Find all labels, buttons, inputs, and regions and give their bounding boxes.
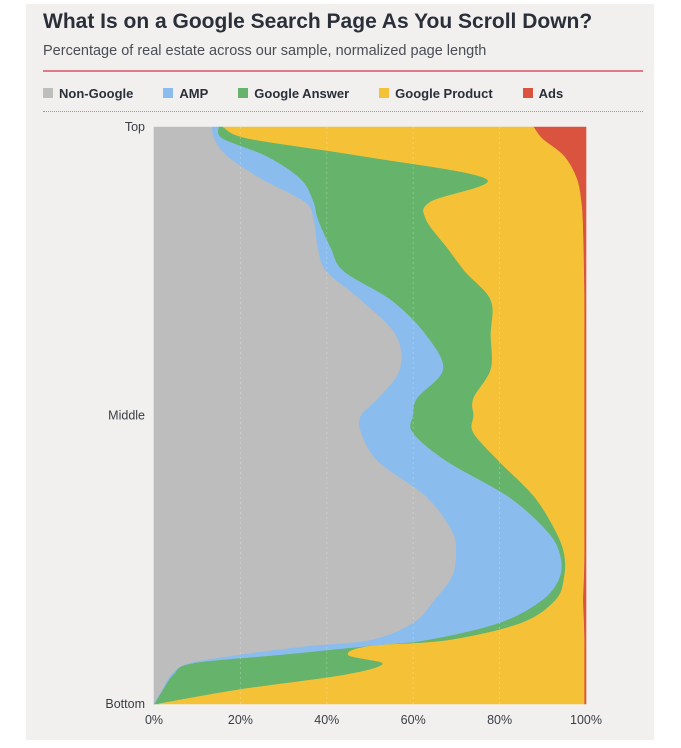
legend-item-non-google: Non-Google — [43, 86, 133, 101]
title-divider — [43, 70, 643, 72]
legend-item-amp: AMP — [163, 86, 208, 101]
legend-item-google-product: Google Product — [379, 86, 493, 101]
legend-label: Ads — [538, 85, 564, 101]
x-tick-label: 60% — [401, 713, 426, 727]
x-tick-label: 80% — [487, 713, 512, 727]
legend-item-ads: Ads — [522, 85, 564, 101]
chart-subtitle: Percentage of real estate across our sam… — [43, 43, 487, 59]
x-tick-label: 0% — [145, 713, 163, 727]
y-tick-label: Bottom — [105, 697, 145, 711]
legend-item-google-answer: Google Answer — [238, 86, 349, 101]
chart-title: What Is on a Google Search Page As You S… — [43, 10, 593, 33]
gridlines — [239, 127, 501, 704]
legend-label: Google Answer — [254, 85, 350, 101]
area-ads — [533, 126, 587, 705]
legend: Non-Google AMP Google Answer Google Product… — [43, 83, 563, 103]
y-tick-label: Middle — [108, 409, 145, 423]
legend-swatch-non-google — [43, 88, 53, 98]
area-bands — [153, 126, 587, 706]
legend-swatch-google-product — [379, 88, 390, 98]
legend-label: AMP — [179, 85, 209, 101]
legend-swatch-amp — [163, 88, 174, 98]
y-tick-label: Top — [125, 120, 145, 134]
x-tick-label: 100% — [570, 713, 602, 727]
legend-label: Google Product — [395, 85, 493, 101]
legend-swatch-ads — [522, 88, 533, 98]
legend-label: Non-Google — [59, 85, 134, 101]
legend-divider — [43, 111, 643, 112]
x-tick-label: 40% — [314, 713, 339, 727]
legend-swatch-google-answer — [238, 88, 249, 98]
x-tick-label: 20% — [228, 713, 253, 727]
